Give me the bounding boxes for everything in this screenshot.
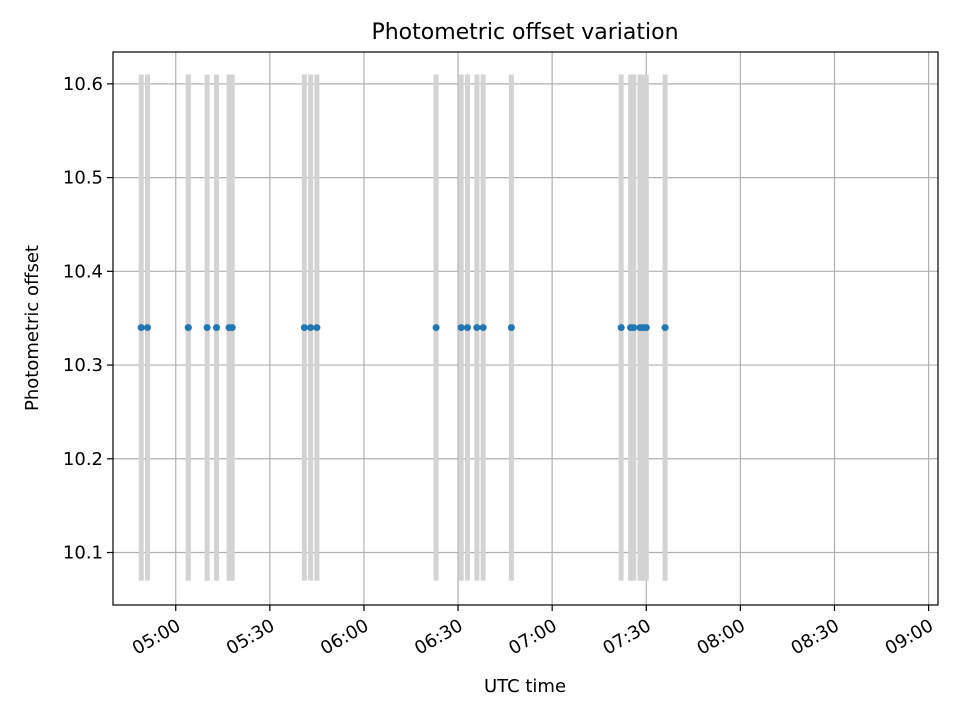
data-point <box>144 324 152 332</box>
data-point <box>473 324 481 332</box>
data-point <box>457 324 465 332</box>
data-points <box>137 324 669 332</box>
y-tick-label: 10.4 <box>63 261 103 282</box>
data-point <box>630 324 638 332</box>
data-point <box>479 324 487 332</box>
data-point <box>463 324 471 332</box>
data-point <box>203 324 211 332</box>
x-axis-label: UTC time <box>484 676 566 697</box>
data-point <box>137 324 145 332</box>
data-point <box>617 324 625 332</box>
y-tick-label: 10.3 <box>63 355 103 376</box>
data-point <box>661 324 669 332</box>
data-point <box>228 324 236 332</box>
data-point <box>213 324 221 332</box>
y-axis-label: Photometric offset <box>22 245 43 411</box>
plot-frame <box>112 51 939 606</box>
y-tick-label: 10.2 <box>63 449 103 470</box>
data-point <box>313 324 321 332</box>
data-point <box>507 324 515 332</box>
data-point <box>300 324 308 332</box>
data-point <box>642 324 650 332</box>
y-tick-label: 10.1 <box>63 543 103 564</box>
y-tick-label: 10.6 <box>63 74 103 95</box>
y-tick-label: 10.5 <box>63 168 103 189</box>
data-point <box>184 324 192 332</box>
data-point <box>432 324 440 332</box>
chart-title: Photometric offset variation <box>371 20 678 45</box>
data-point <box>307 324 315 332</box>
